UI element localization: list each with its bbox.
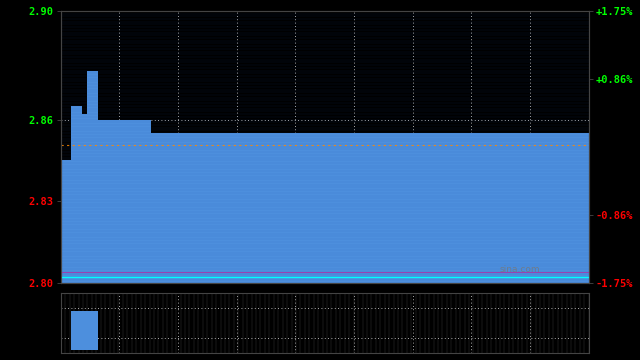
- Bar: [61, 160, 72, 283]
- Bar: [87, 71, 98, 283]
- Text: sina.com: sina.com: [499, 265, 540, 274]
- Bar: [150, 133, 589, 283]
- Bar: [82, 114, 87, 283]
- Bar: [72, 311, 98, 350]
- Bar: [98, 120, 150, 283]
- Bar: [72, 106, 82, 283]
